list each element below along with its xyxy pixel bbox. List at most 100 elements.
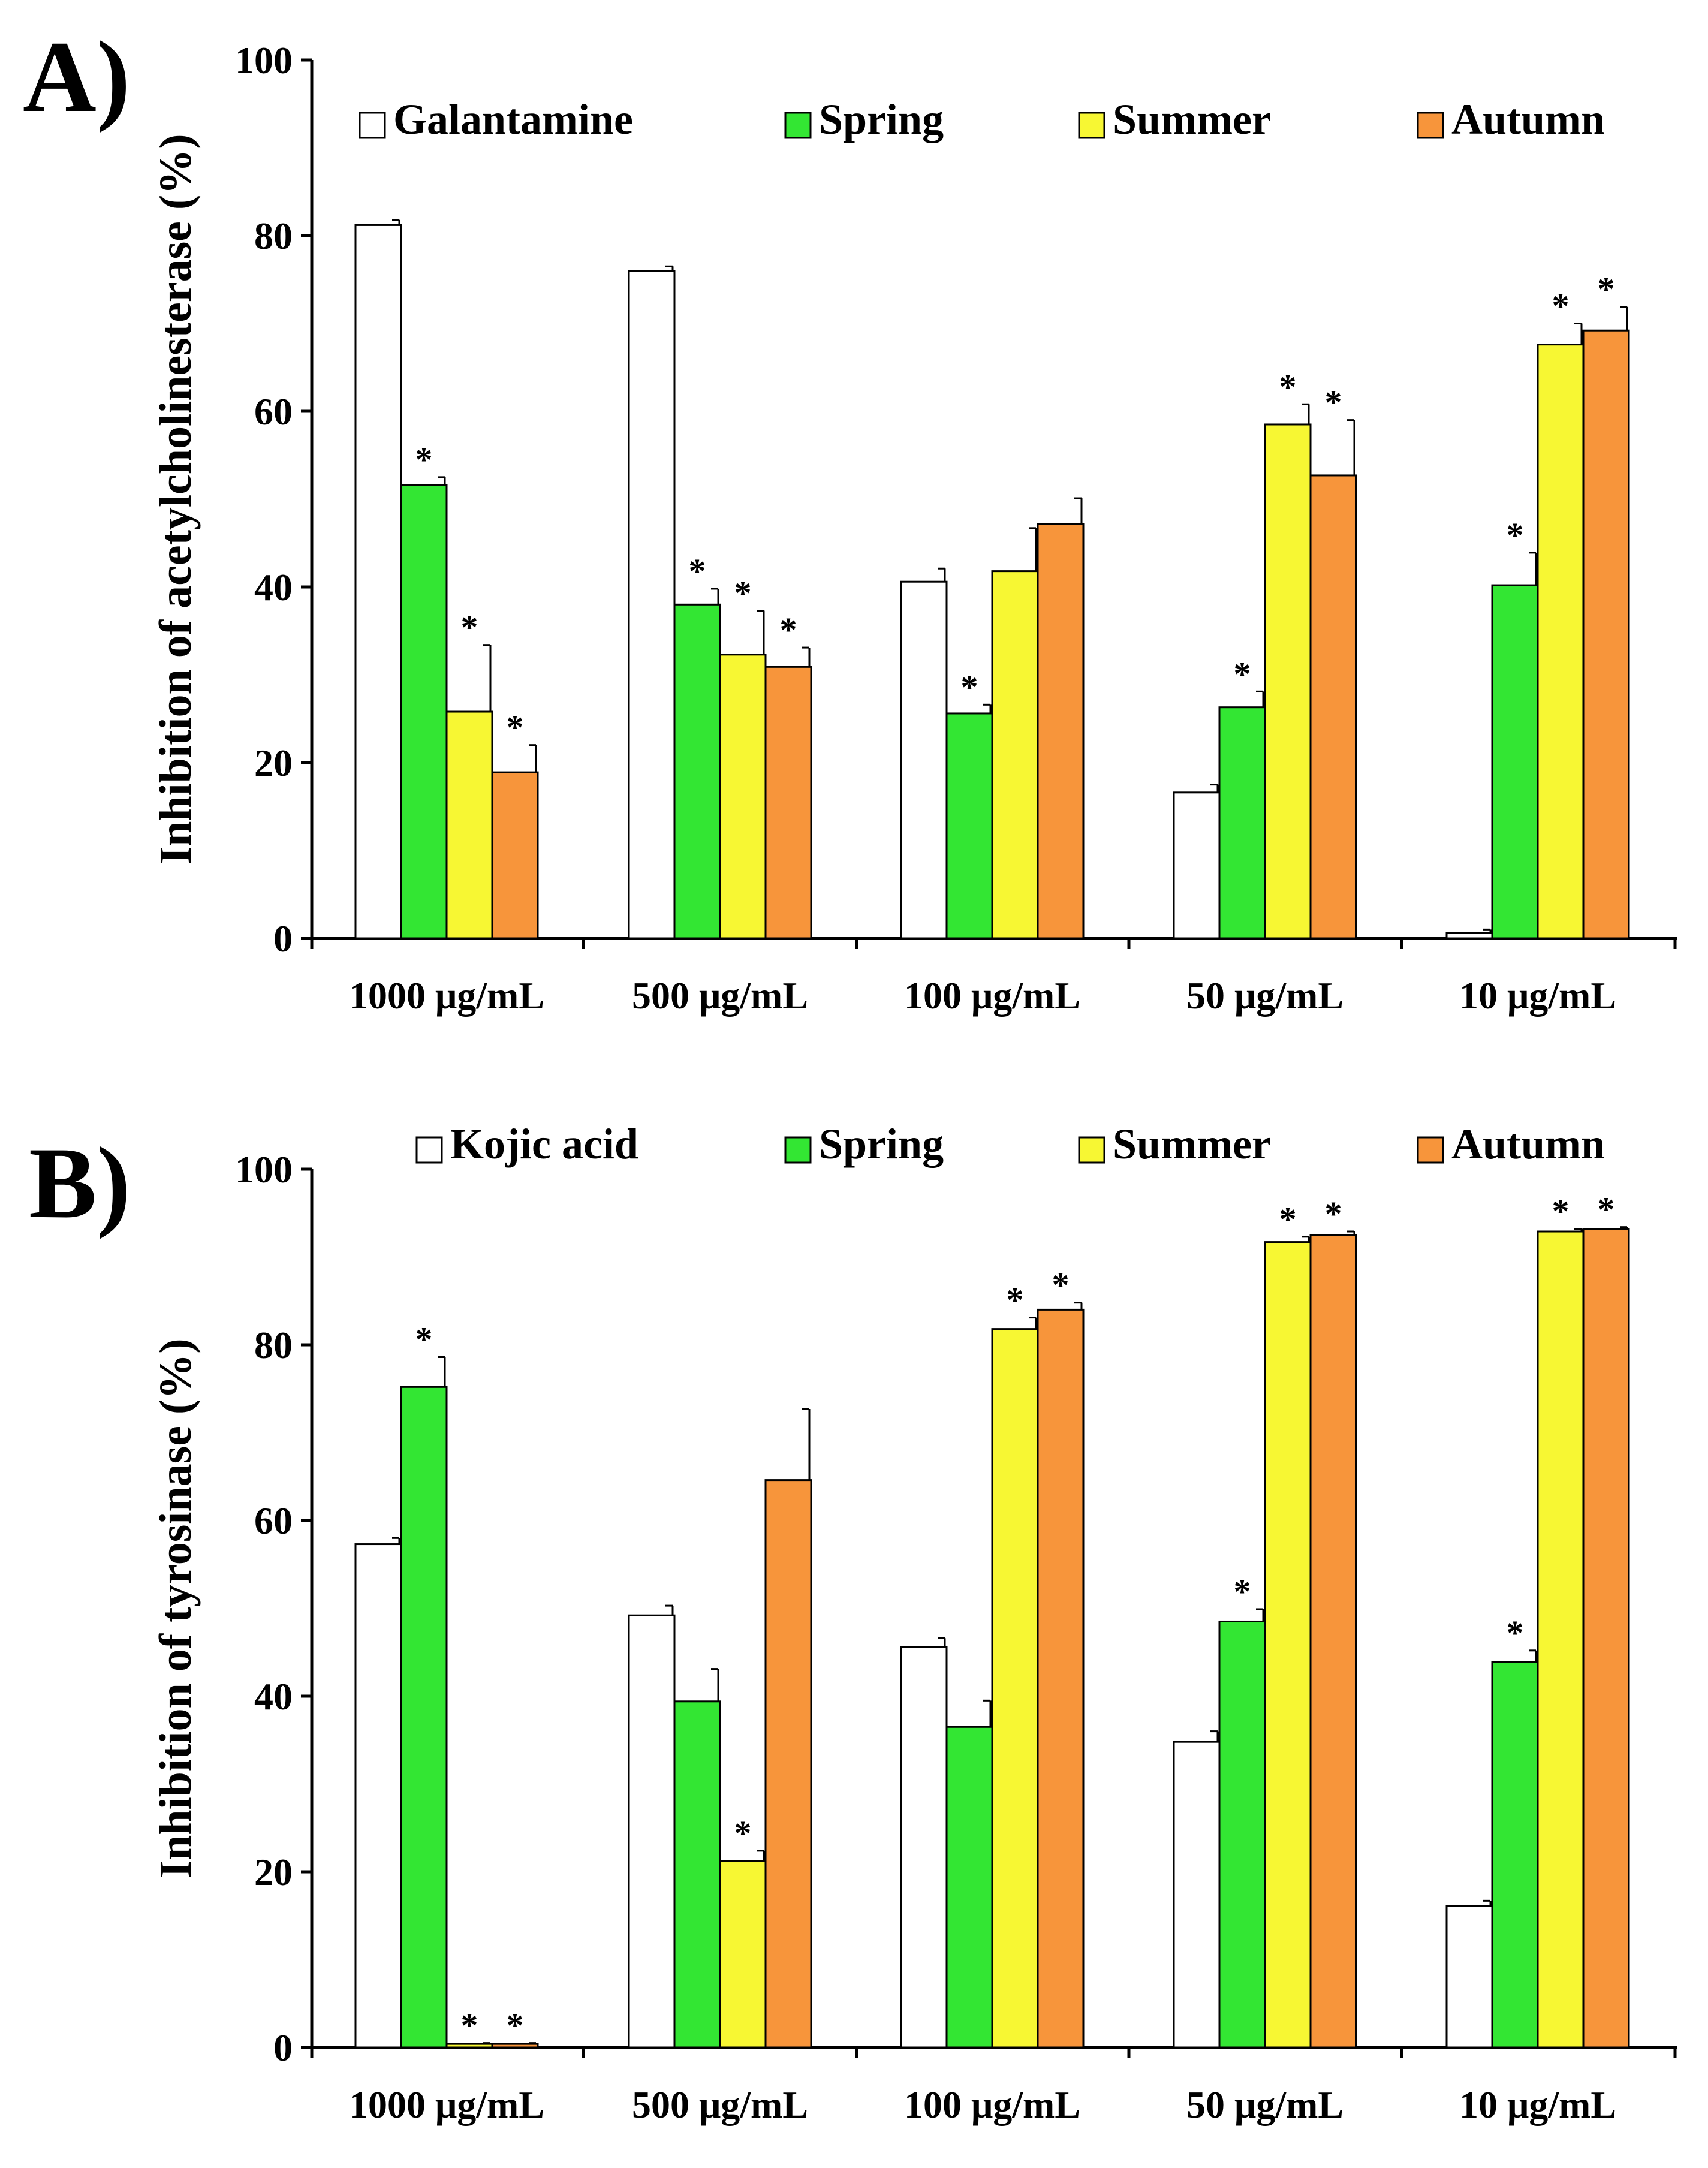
panel-a-significance-star: * [507,708,524,747]
panel-a-bar-autumn [1037,523,1085,940]
panel-b-y-tick-label: 20 [254,1851,293,1893]
panel-a-significance-star: * [961,667,978,706]
panel-b-bar-spring [945,1726,993,2049]
panel-a-bar-spring [945,712,993,940]
panel-a-bar-spring [673,603,721,940]
panel-b-bar-autumn [491,2043,539,2049]
panel-a-legend-label-autumn: Autumn [1451,95,1605,143]
panel-a-bar-summer [1537,344,1585,940]
panel-a-significance-star: * [1552,287,1570,326]
panel-b-category-label: 500 μg/mL [632,2083,808,2126]
panel-b-category-label: 1000 μg/mL [349,2083,544,2126]
panel-a-legend-swatch-summer [1078,112,1105,139]
panel-a-bar-spring [1491,584,1539,940]
panel-a-bar-summer [1264,423,1312,940]
panel-b-bar-summer [1537,1230,1585,2049]
panel-b-bar-summer [719,1860,767,2049]
panel-b-panel-label: B) [29,1127,131,1239]
panel-a-significance-star: * [1279,367,1297,406]
panel-b-significance-star: * [1552,1192,1570,1231]
panel-b-bar-kojic-acid [354,1543,402,2049]
panel-a-chart: A) Inhibition of acetylcholinesterase (%)… [23,20,1677,1017]
panel-b-bar-kojic-acid [1173,1741,1221,2049]
panel-a-bar-summer [991,570,1039,940]
panel-b-legend-label-autumn: Autumn [1451,1120,1605,1168]
panel-b-bar-spring [400,1386,448,2049]
panel-a-significance-star: * [1234,654,1251,693]
panel-b-significance-star: * [1279,1200,1297,1239]
panel-a-y-tick-label: 100 [235,39,293,82]
panel-b-category-label: 100 μg/mL [904,2083,1080,2126]
panel-a-y-tick-label: 40 [254,566,293,609]
panel-b-legend-swatch-summer [1078,1136,1105,1164]
panel-a-bar-galantamine [354,224,402,940]
panel-a-bar-galantamine [1445,932,1493,940]
panel-a-y-tick-label: 60 [254,390,293,433]
panel-b-legend-swatch-kojic-acid [415,1136,443,1164]
panel-a-y-tick-label: 20 [254,742,293,784]
panel-a-significance-star: * [780,610,797,649]
panel-b-legend-label-kojic-acid: Kojic acid [450,1120,638,1168]
panel-a-panel-label: A) [23,20,130,133]
panel-a-category-label: 50 μg/mL [1186,974,1343,1017]
panel-a-y-axis-label: Inhibition of acetylcholinesterase (%) [150,134,201,864]
panel-b-category-label: 50 μg/mL [1186,2083,1343,2126]
panel-a-category-label: 10 μg/mL [1459,974,1616,1017]
panel-b-y-tick-label: 0 [273,2027,293,2069]
panel-b-bar-spring [1491,1661,1539,2049]
panel-a-significance-star: * [1598,270,1615,309]
panel-b-bar-spring [673,1700,721,2049]
panel-a-bar-galantamine [628,270,676,940]
panel-b-y-tick-label: 100 [235,1148,293,1191]
panel-a-category-label: 1000 μg/mL [349,974,544,1017]
panel-a-legend-swatch-spring [784,112,812,139]
panel-b-significance-star: * [415,1320,433,1359]
panel-b-legend-label-summer: Summer [1113,1120,1271,1168]
panel-b-significance-star: * [1007,1281,1024,1320]
panel-b-y-tick-label: 80 [254,1324,293,1366]
panel-b-significance-star: * [1507,1613,1524,1652]
panel-a-bar-galantamine [900,580,948,940]
panel-a-bar-summer [719,654,767,940]
panel-b-significance-star: * [507,2006,524,2045]
panel-b-legend-swatch-spring [784,1136,812,1164]
panel-b-chart: B) Inhibition of tyrosinase (%) 0 20 40 60 80 1… [29,1120,1677,2126]
panel-a-bar-spring [400,484,448,940]
panel-a-significance-star: * [734,574,752,613]
panel-a-legend-label-summer: Summer [1113,95,1271,143]
panel-a-significance-star: * [461,608,478,647]
panel-a-bar-galantamine [1173,791,1221,940]
panel-b-bar-autumn [1582,1228,1630,2049]
panel-b-legend-label-spring: Spring [819,1120,944,1168]
panel-a-significance-star: * [1507,516,1524,555]
panel-a-significance-star: * [689,552,706,591]
panel-b-bar-spring [1218,1620,1266,2049]
panel-a-bar-autumn [1309,474,1357,940]
panel-b-bar-kojic-acid [900,1646,948,2049]
panel-a-significance-star: * [415,440,433,479]
panel-a-significance-star: * [1325,383,1342,422]
panel-a-y-tick-label: 80 [254,215,293,257]
panel-a-legend-label-galantamine: Galantamine [393,95,633,143]
panel-b-y-tick-label: 60 [254,1499,293,1542]
panel-b-significance-star: * [1325,1194,1342,1233]
panel-b-significance-star: * [461,2006,478,2045]
panel-a-legend-label-spring: Spring [819,95,944,143]
panel-a-y-tick-label: 0 [273,917,293,960]
panel-b-y-axis-label: Inhibition of tyrosinase (%) [150,1338,201,1878]
panel-a-bar-spring [1218,706,1266,940]
panel-a-legend-swatch-galantamine [359,112,386,139]
panel-a-bar-autumn [1582,329,1630,940]
panel-a-bar-autumn [764,666,812,940]
panel-b-bar-autumn [1037,1308,1085,2049]
panel-b-bar-kojic-acid [1445,1905,1493,2049]
panel-a-bar-autumn [491,771,539,940]
panel-a-category-label: 100 μg/mL [904,974,1080,1017]
panel-b-bar-summer [1264,1241,1312,2049]
panel-b-significance-star: * [1234,1572,1251,1611]
panel-b-legend-swatch-autumn [1417,1136,1444,1164]
panel-b-bar-autumn [1309,1234,1357,2049]
panel-b-bar-summer [991,1328,1039,2049]
panel-b-bar-kojic-acid [628,1614,676,2049]
